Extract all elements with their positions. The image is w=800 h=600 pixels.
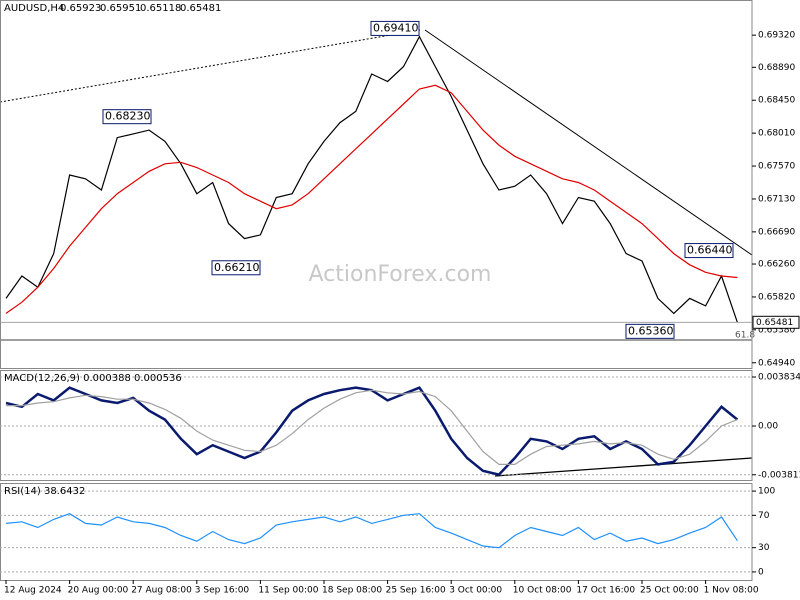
y-tick-label: 0.66260 [758, 260, 795, 270]
y-tick-label: 0.68010 [758, 129, 795, 139]
x-tick-label: 12 Aug 2024 [4, 586, 62, 596]
annotation-box [211, 260, 261, 276]
current-price-label: 0.65481 [756, 318, 793, 328]
y-tick-label: 0 [758, 567, 764, 577]
x-tick-label: 3 Sep 16:00 [195, 586, 250, 596]
annotation-box [370, 20, 420, 36]
annotation-label: 0.68230 [105, 110, 151, 123]
quote-value: 0.65481 [180, 3, 221, 14]
annotation-box [102, 109, 152, 125]
y-tick-label: 0.67130 [758, 194, 795, 204]
series-line [5, 84, 738, 314]
y-tick-label: -0.003811 [758, 470, 800, 480]
x-tick-label: 3 Oct 00:00 [449, 586, 502, 596]
x-tick-label: 10 Oct 08:00 [513, 586, 572, 596]
macd-trendline [494, 457, 753, 477]
current-price-box [752, 315, 800, 329]
series-line [5, 35, 738, 323]
y-tick-label: 0.66690 [758, 227, 795, 237]
watermark: ActionForex.com [309, 262, 492, 287]
annotation-label: 0.65360 [628, 324, 674, 337]
panel-title: MACD(12,26,9) 0.000388 0.000536 [4, 373, 182, 384]
y-tick-label: 70 [758, 511, 770, 521]
annotation-label: 0.69410 [373, 21, 419, 34]
x-tick-label: 27 Aug 08:00 [131, 586, 192, 596]
trendline [0, 29, 421, 103]
y-tick-label: 30 [758, 543, 770, 553]
x-tick-label: 25 Sep 16:00 [386, 586, 446, 596]
y-tick-label: 0.68890 [758, 63, 795, 73]
annotation-label: 0.66440 [687, 244, 733, 257]
annotation-box [684, 243, 734, 259]
y-tick-label: 0.67570 [758, 162, 795, 172]
quote-value: 0.65923 [60, 3, 101, 14]
y-tick-label: 0.65820 [758, 292, 795, 302]
quote-value: 0.65118 [140, 3, 181, 14]
x-tick-label: 1 Nov 08:00 [704, 586, 759, 596]
fib-label: 61.8 [735, 331, 755, 341]
panel-title: AUDUSD,H4 [4, 3, 64, 14]
trendline [424, 29, 753, 256]
annotation-box [625, 323, 675, 339]
y-tick-label: 0.64940 [758, 358, 795, 368]
quote-value: 0.65951 [100, 3, 141, 14]
x-tick-label: 20 Aug 00:00 [68, 586, 129, 596]
series-line [5, 513, 738, 549]
panel-frame [0, 370, 753, 481]
y-tick-label: 0.65380 [758, 325, 795, 335]
x-tick-label: 17 Oct 16:00 [576, 586, 635, 596]
panel-title: RSI(14) 38.6432 [4, 486, 85, 497]
x-tick-label: 11 Sep 00:00 [258, 586, 318, 596]
y-tick-label: 0.69320 [758, 31, 795, 41]
y-tick-label: 100 [758, 487, 775, 497]
panel-frame [0, 483, 753, 581]
annotation-label: 0.66210 [214, 261, 260, 274]
y-tick-label: 0.00 [758, 422, 778, 432]
y-tick-label: 0.68450 [758, 96, 795, 106]
x-tick-label: 25 Oct 00:00 [640, 586, 699, 596]
y-tick-label: 0.003834 [758, 372, 800, 382]
panel-frame [0, 0, 753, 369]
x-tick-label: 18 Sep 08:00 [322, 586, 382, 596]
series-line [6, 389, 738, 465]
